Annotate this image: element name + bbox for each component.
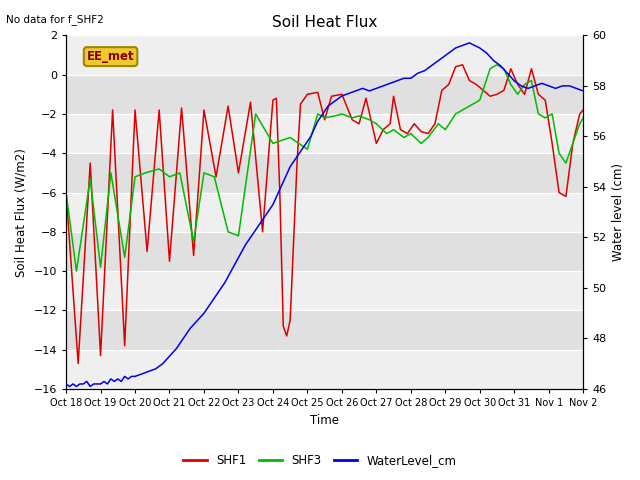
Bar: [66, 350, 583, 389]
Bar: [66, 114, 583, 153]
Bar: [66, 271, 583, 311]
Legend: SHF1, SHF3, WaterLevel_cm: SHF1, SHF3, WaterLevel_cm: [179, 449, 461, 472]
Text: EE_met: EE_met: [87, 50, 134, 63]
Y-axis label: Soil Heat Flux (W/m2): Soil Heat Flux (W/m2): [15, 148, 28, 276]
Text: No data for f_SHF2: No data for f_SHF2: [6, 14, 104, 25]
Y-axis label: Water level (cm): Water level (cm): [612, 163, 625, 261]
Bar: [66, 36, 583, 74]
Title: Soil Heat Flux: Soil Heat Flux: [272, 15, 378, 30]
X-axis label: Time: Time: [310, 414, 339, 427]
Bar: [66, 192, 583, 232]
